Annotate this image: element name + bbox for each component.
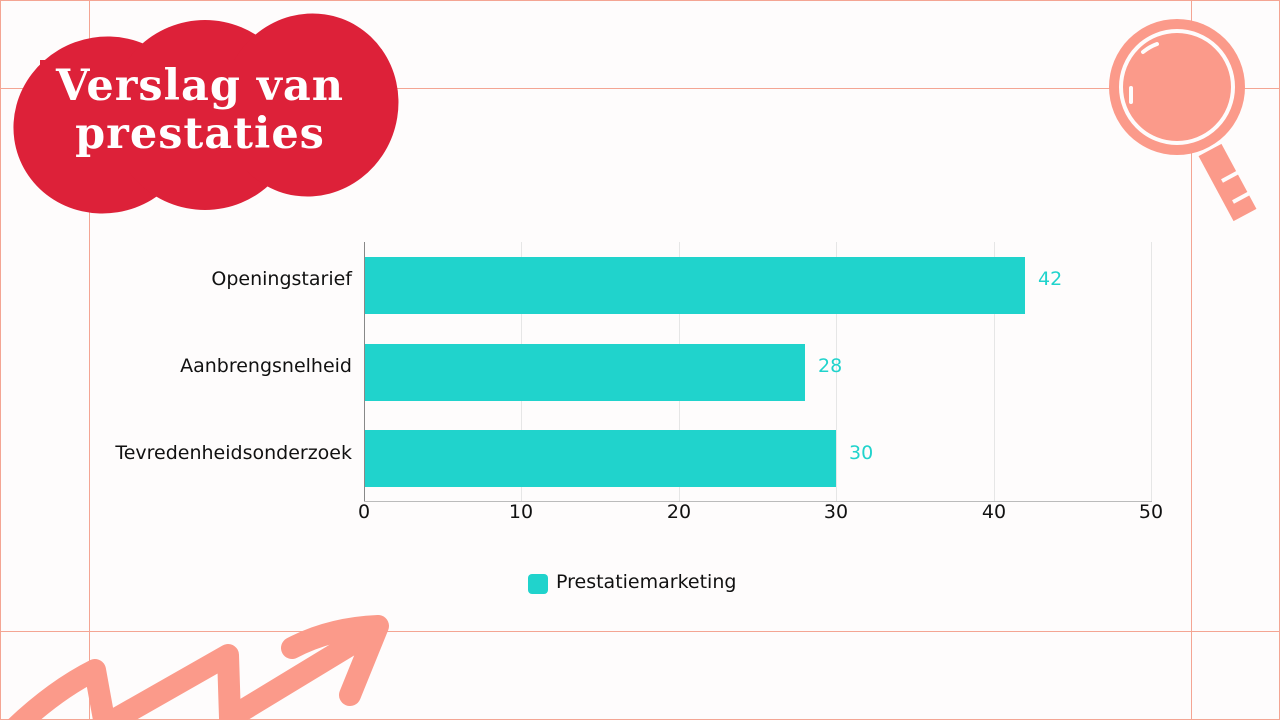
- grid-line-vertical-left: [89, 0, 90, 720]
- x-tick-label: 20: [666, 501, 692, 523]
- gridline-30: [836, 242, 837, 501]
- value-label: 30: [849, 442, 874, 464]
- gridline-40: [994, 242, 995, 501]
- title-line-1: Verslag van: [56, 61, 344, 111]
- category-label: Tevredenheidsonderzoek: [115, 442, 352, 464]
- grid-line-horizontal-top: [0, 88, 1280, 89]
- bar-openingstarief[interactable]: [364, 257, 1025, 314]
- trend-arrow-icon: [7, 615, 389, 720]
- category-label: Aanbrengsnelheid: [180, 355, 352, 377]
- magnifying-glass-icon: [1109, 19, 1258, 222]
- chart-legend[interactable]: Prestatiemarketing: [528, 570, 736, 594]
- grid-line-vertical-right: [1191, 0, 1192, 720]
- x-tick-label: 50: [1138, 501, 1164, 523]
- y-axis-line: [364, 242, 365, 502]
- legend-swatch: [528, 574, 548, 594]
- grid-line-horizontal-bottom: [0, 631, 1280, 632]
- x-axis-line: [364, 501, 1152, 502]
- x-tick-label: 10: [508, 501, 534, 523]
- title-line-2: prestaties: [75, 109, 325, 159]
- category-label: Openingstarief: [211, 268, 352, 290]
- x-tick-label: 30: [823, 501, 849, 523]
- bar-aanbrengsnelheid[interactable]: [364, 344, 805, 401]
- value-label: 42: [1038, 268, 1063, 290]
- gridline-50: [1151, 242, 1152, 501]
- page-title: Verslag van prestaties: [20, 62, 380, 158]
- x-tick-label: 40: [981, 501, 1007, 523]
- title-blob-shape: [13, 13, 399, 214]
- bar-tevredenheidsonderzoek[interactable]: [364, 430, 836, 487]
- legend-label: Prestatiemarketing: [556, 571, 737, 593]
- x-tick-label: 0: [357, 501, 371, 523]
- value-label: 28: [818, 355, 843, 377]
